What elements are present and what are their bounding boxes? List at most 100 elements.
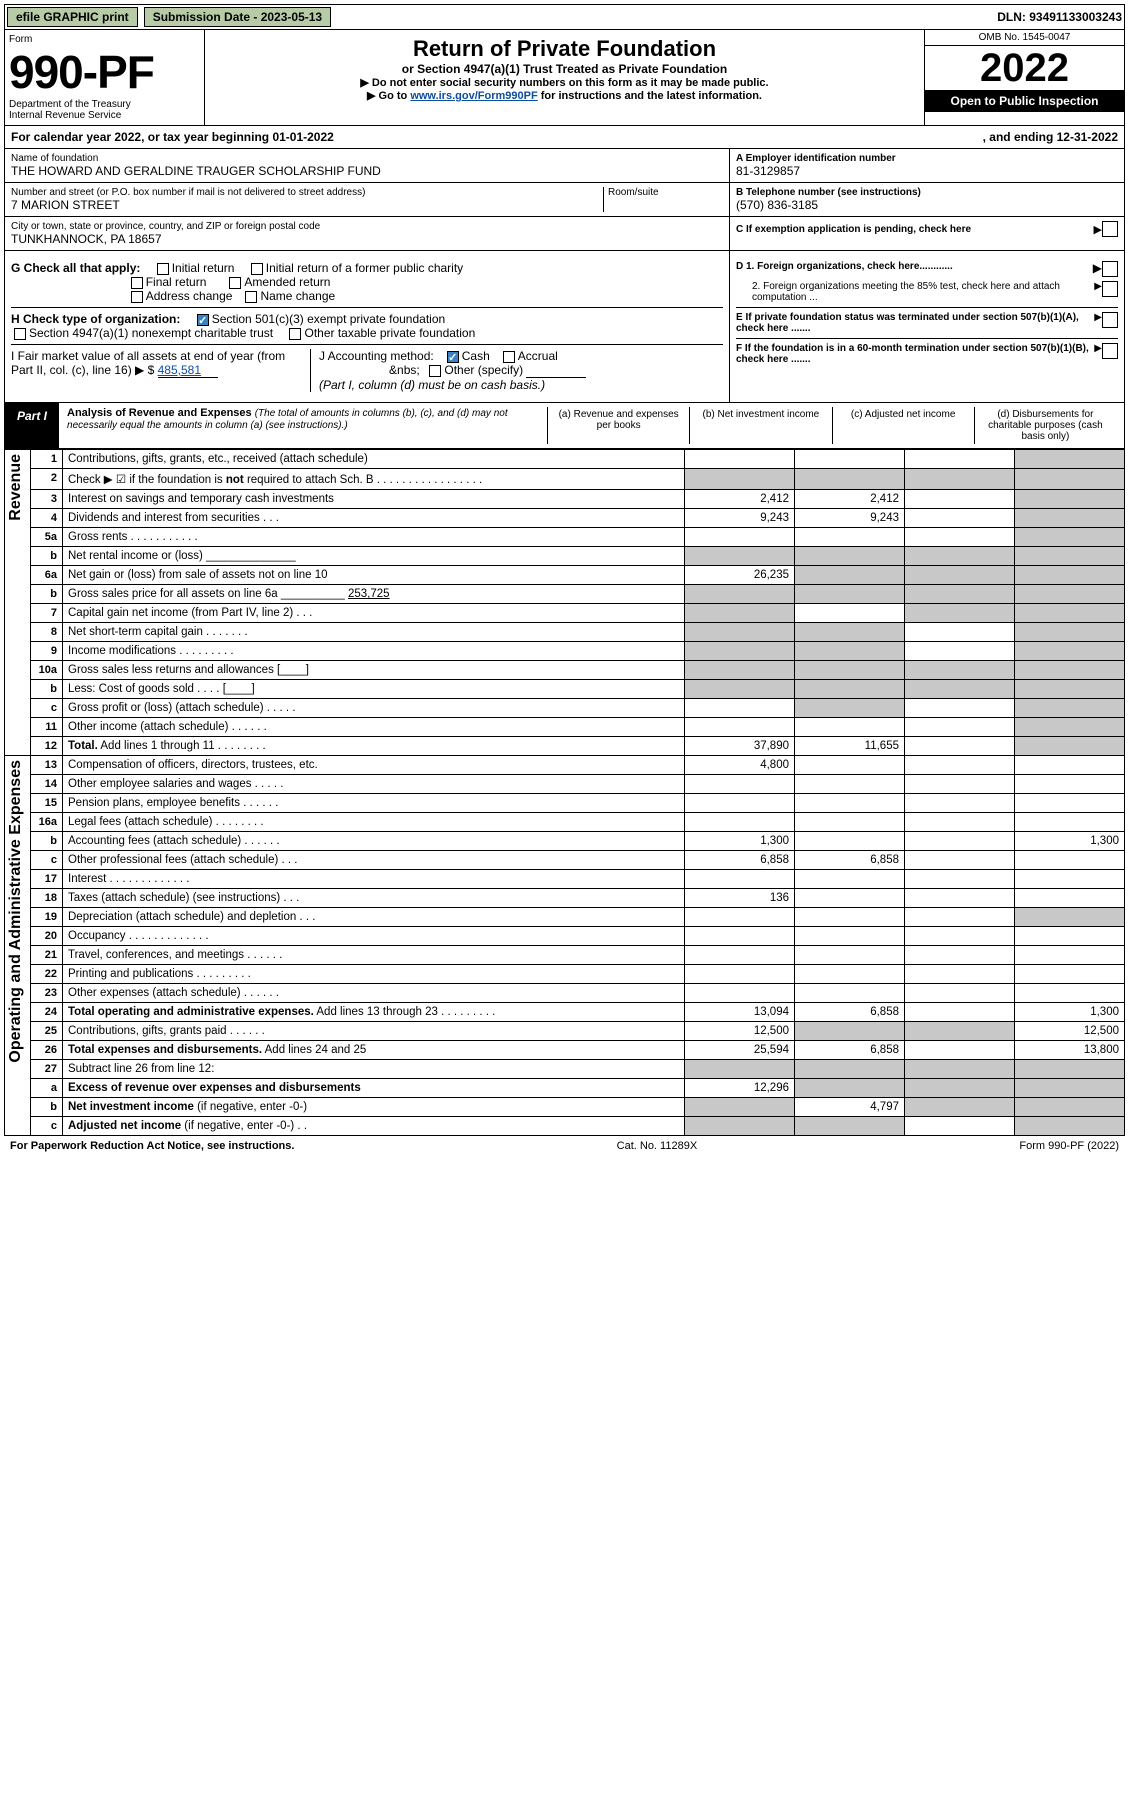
line-number: 20 <box>31 927 63 946</box>
chk-final[interactable] <box>131 277 143 289</box>
col-a <box>685 547 795 566</box>
table-row: cAdjusted net income (if negative, enter… <box>5 1117 1125 1136</box>
col-b: 6,858 <box>795 1003 905 1022</box>
col-b-head: (b) Net investment income <box>689 407 831 444</box>
table-row: 8Net short-term capital gain . . . . . .… <box>5 623 1125 642</box>
col-b <box>795 775 905 794</box>
foundation-name-cell: Name of foundation THE HOWARD AND GERALD… <box>5 149 730 183</box>
ein-cell: A Employer identification number 81-3129… <box>730 149 1124 183</box>
address-cell: Number and street (or P.O. box number if… <box>5 183 730 217</box>
table-row: 2Check ▶ ☑ if the foundation is not requ… <box>5 469 1125 490</box>
line-label: Gross profit or (loss) (attach schedule)… <box>63 699 685 718</box>
col-b <box>795 1022 905 1041</box>
d2-checkbox[interactable] <box>1102 281 1118 297</box>
table-row: 20Occupancy . . . . . . . . . . . . . <box>5 927 1125 946</box>
c-checkbox[interactable] <box>1102 221 1118 237</box>
chk-501c3[interactable]: ✓ <box>197 314 209 326</box>
chk-cash[interactable]: ✓ <box>447 351 459 363</box>
d1-checkbox[interactable] <box>1102 261 1118 277</box>
col-a <box>685 908 795 927</box>
header-right: OMB No. 1545-0047 2022 Open to Public In… <box>924 30 1124 125</box>
line-label: Interest . . . . . . . . . . . . . <box>63 870 685 889</box>
chk-initial-former[interactable] <box>251 263 263 275</box>
col-c-head: (c) Adjusted net income <box>832 407 974 444</box>
col-b: 9,243 <box>795 509 905 528</box>
open-inspection: Open to Public Inspection <box>925 90 1124 112</box>
col-a <box>685 965 795 984</box>
line-label: Printing and publications . . . . . . . … <box>63 965 685 984</box>
fmv-value[interactable]: 485,581 <box>158 363 218 378</box>
col-a <box>685 450 795 469</box>
col-b <box>795 813 905 832</box>
line-label: Less: Cost of goods sold . . . . [____] <box>63 680 685 699</box>
line-label: Travel, conferences, and meetings . . . … <box>63 946 685 965</box>
chk-other-acct[interactable] <box>429 365 441 377</box>
col-c <box>905 699 1015 718</box>
part1-tab: Part I <box>5 403 59 448</box>
col-d <box>1015 775 1125 794</box>
chk-other-taxable[interactable] <box>289 328 301 340</box>
chk-name[interactable] <box>245 291 257 303</box>
table-row: bNet investment income (if negative, ent… <box>5 1098 1125 1117</box>
line-label: Contributions, gifts, grants paid . . . … <box>63 1022 685 1041</box>
col-a: 25,594 <box>685 1041 795 1060</box>
form-link[interactable]: www.irs.gov/Form990PF <box>410 90 537 102</box>
col-d <box>1015 984 1125 1003</box>
col-c <box>905 756 1015 775</box>
table-row: 27Subtract line 26 from line 12: <box>5 1060 1125 1079</box>
col-a: 6,858 <box>685 851 795 870</box>
col-a: 2,412 <box>685 490 795 509</box>
efile-btn[interactable]: efile GRAPHIC print <box>7 7 138 27</box>
col-b <box>795 661 905 680</box>
table-row: 23Other expenses (attach schedule) . . .… <box>5 984 1125 1003</box>
table-row: aExcess of revenue over expenses and dis… <box>5 1079 1125 1098</box>
line-number: 21 <box>31 946 63 965</box>
footer-left: For Paperwork Reduction Act Notice, see … <box>10 1140 294 1152</box>
col-c <box>905 642 1015 661</box>
col-a <box>685 661 795 680</box>
chk-address[interactable] <box>131 291 143 303</box>
chk-initial[interactable] <box>157 263 169 275</box>
col-c <box>905 509 1015 528</box>
line-number: 13 <box>31 756 63 775</box>
col-d: 1,300 <box>1015 832 1125 851</box>
g-row: G Check all that apply: Initial return I… <box>11 261 723 303</box>
telephone: (570) 836-3185 <box>736 198 1118 212</box>
col-c <box>905 604 1015 623</box>
line-label: Interest on savings and temporary cash i… <box>63 490 685 509</box>
col-c <box>905 737 1015 756</box>
city: TUNKHANNOCK, PA 18657 <box>11 232 723 246</box>
chk-amended[interactable] <box>229 277 241 289</box>
col-b <box>795 680 905 699</box>
col-d <box>1015 889 1125 908</box>
table-row: 22Printing and publications . . . . . . … <box>5 965 1125 984</box>
line-label: Net investment income (if negative, ente… <box>63 1098 685 1117</box>
chk-accrual[interactable] <box>503 351 515 363</box>
checks-area: G Check all that apply: Initial return I… <box>4 251 1125 403</box>
header-left: Form 990-PF Department of the Treasury I… <box>5 30 205 125</box>
col-a <box>685 623 795 642</box>
table-row: 24Total operating and administrative exp… <box>5 1003 1125 1022</box>
e-checkbox[interactable] <box>1102 312 1118 328</box>
f-checkbox[interactable] <box>1102 343 1118 359</box>
col-b <box>795 908 905 927</box>
line-number: 15 <box>31 794 63 813</box>
line-label: Net short-term capital gain . . . . . . … <box>63 623 685 642</box>
table-row: 9Income modifications . . . . . . . . . <box>5 642 1125 661</box>
line-number: 3 <box>31 490 63 509</box>
chk-4947[interactable] <box>14 328 26 340</box>
col-d <box>1015 946 1125 965</box>
col-a <box>685 813 795 832</box>
col-c <box>905 547 1015 566</box>
line-label: Dividends and interest from securities .… <box>63 509 685 528</box>
col-c <box>905 566 1015 585</box>
subtitle: or Section 4947(a)(1) Trust Treated as P… <box>211 62 918 76</box>
cal-text: For calendar year 2022, or tax year begi… <box>11 130 334 144</box>
line-label: Adjusted net income (if negative, enter … <box>63 1117 685 1136</box>
table-row: 19Depreciation (attach schedule) and dep… <box>5 908 1125 927</box>
col-c <box>905 585 1015 604</box>
col-d <box>1015 450 1125 469</box>
col-d <box>1015 1098 1125 1117</box>
col-b <box>795 718 905 737</box>
table-row: 12Total. Add lines 1 through 11 . . . . … <box>5 737 1125 756</box>
